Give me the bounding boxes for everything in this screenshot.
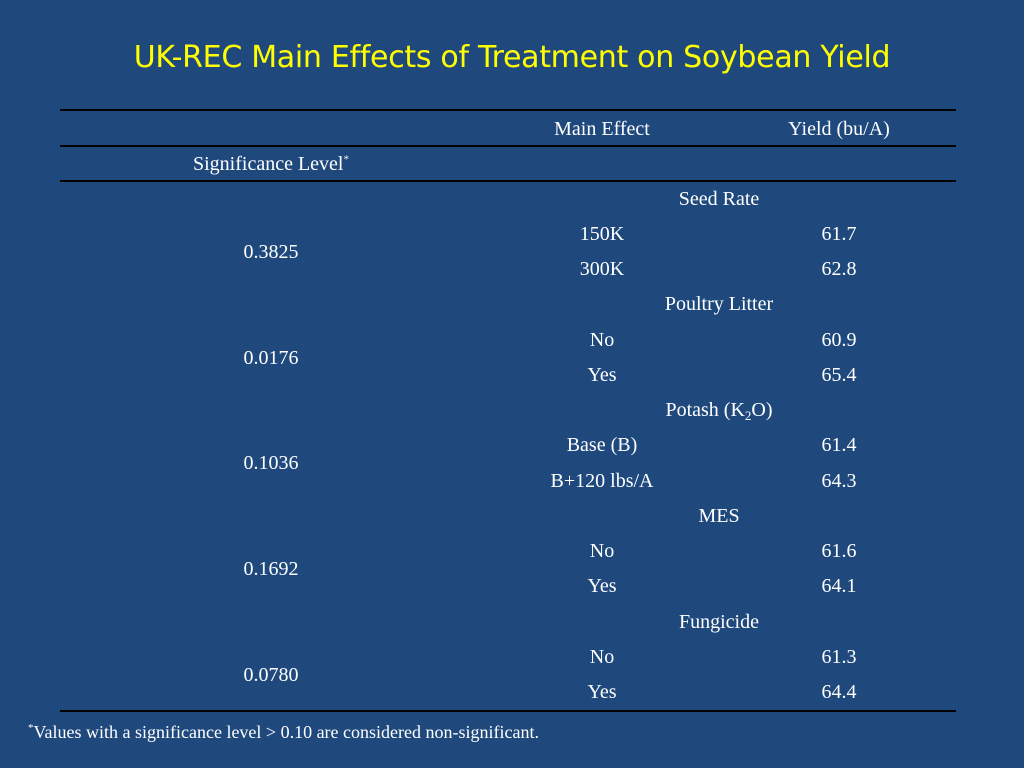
table-rule-subheader bbox=[60, 180, 956, 182]
page-title: UK-REC Main Effects of Treatment on Soyb… bbox=[133, 40, 891, 75]
group-title-row: MES bbox=[60, 499, 956, 534]
yield-cell: 64.1 bbox=[821, 575, 857, 597]
table-rule-header bbox=[60, 145, 956, 147]
group-title-row: Fungicide bbox=[60, 605, 956, 640]
yield-cell: 65.4 bbox=[821, 364, 857, 386]
table-row: Yes 65.4 bbox=[60, 358, 956, 393]
table-row: 150K 61.7 bbox=[60, 217, 956, 252]
group-title-row: Seed Rate bbox=[60, 182, 956, 217]
table-row: No 60.9 bbox=[60, 323, 956, 358]
table-rule-bottom bbox=[60, 710, 956, 712]
group-title-row: Potash (K2O) bbox=[60, 393, 956, 428]
significance-cell: 0.0780 bbox=[243, 664, 299, 686]
group-title: Poultry Litter bbox=[664, 293, 774, 315]
yield-cell: 62.8 bbox=[821, 258, 857, 280]
header-main-effect: Main Effect bbox=[554, 118, 650, 140]
yield-cell: 64.3 bbox=[821, 470, 857, 492]
footnote: *Values with a significance level > 0.10… bbox=[28, 722, 539, 743]
header-significance: Significance Level* bbox=[115, 147, 427, 182]
effect-cell: 300K bbox=[579, 258, 625, 280]
effect-cell: No bbox=[589, 540, 615, 562]
header-significance-mark: * bbox=[343, 153, 350, 166]
yield-cell: 61.6 bbox=[821, 540, 857, 562]
significance-cell: 0.1036 bbox=[243, 452, 299, 474]
effect-cell: Base (B) bbox=[566, 434, 638, 456]
table-row: No 61.6 bbox=[60, 534, 956, 569]
table-subheader-row: Significance Level* bbox=[60, 147, 956, 182]
yield-cell: 60.9 bbox=[821, 329, 857, 351]
table-rule-top bbox=[60, 109, 956, 111]
effect-cell: No bbox=[589, 329, 615, 351]
group-title: MES bbox=[698, 505, 740, 527]
group-title-prefix: Potash (K bbox=[665, 399, 745, 421]
effect-cell: Yes bbox=[587, 681, 617, 703]
effect-cell: No bbox=[589, 646, 615, 668]
table-row: No 61.3 bbox=[60, 640, 956, 675]
table-header-row: Main Effect Yield (bu/A) bbox=[60, 112, 956, 147]
group-title: Fungicide bbox=[679, 611, 759, 633]
table-row: Yes 64.1 bbox=[60, 569, 956, 604]
table-row: B+120 lbs/A 64.3 bbox=[60, 464, 956, 499]
yield-cell: 64.4 bbox=[821, 681, 857, 703]
header-yield: Yield (bu/A) bbox=[788, 118, 890, 140]
table-row: Yes 64.4 bbox=[60, 675, 956, 710]
group-title: Potash (K2O) bbox=[482, 393, 956, 428]
effect-cell: Yes bbox=[587, 575, 617, 597]
table-row: 300K 62.8 bbox=[60, 252, 956, 287]
effect-cell: 150K bbox=[579, 223, 625, 245]
significance-cell: 0.1692 bbox=[243, 558, 299, 580]
significance-cell: 0.3825 bbox=[243, 241, 299, 263]
header-significance-label: Significance Level bbox=[193, 153, 344, 175]
group-title-suffix: O) bbox=[751, 399, 773, 421]
yield-cell: 61.3 bbox=[821, 646, 857, 668]
table-row: Base (B) 61.4 bbox=[60, 428, 956, 463]
effect-cell: B+120 lbs/A bbox=[550, 470, 654, 492]
group-title-row: Poultry Litter bbox=[60, 287, 956, 322]
significance-cell: 0.0176 bbox=[243, 347, 299, 369]
effect-cell: Yes bbox=[587, 364, 617, 386]
yield-cell: 61.7 bbox=[821, 223, 857, 245]
group-title: Seed Rate bbox=[678, 188, 760, 210]
footnote-text: Values with a significance level > 0.10 … bbox=[33, 722, 540, 742]
yield-cell: 61.4 bbox=[821, 434, 857, 456]
footnote-mark: * bbox=[28, 722, 34, 734]
group-title-subscript: 2 bbox=[744, 408, 752, 423]
